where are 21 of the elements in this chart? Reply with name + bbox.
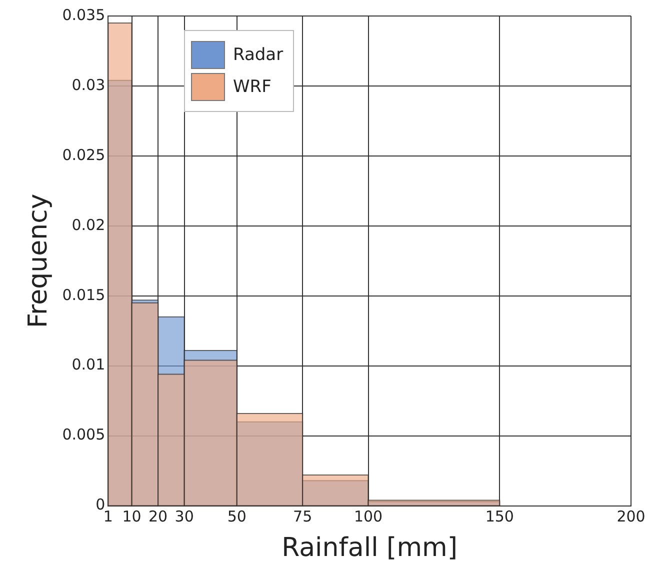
- y-tick-label: 0: [96, 496, 106, 514]
- x-axis-title: Rainfall [mm]: [282, 533, 458, 564]
- x-tick-label: 10: [122, 508, 142, 526]
- x-tick-label: 100: [354, 508, 383, 526]
- y-tick-label: 0.005: [62, 426, 106, 444]
- x-tick-label: 1: [103, 508, 113, 526]
- x-tick-label: 200: [616, 508, 646, 526]
- x-tick-label: 30: [174, 508, 194, 526]
- y-tick-label: 0.02: [72, 216, 106, 234]
- y-tick-label: 0.025: [62, 146, 106, 164]
- x-tick-label: 20: [148, 508, 168, 526]
- legend-label: WRF: [233, 77, 272, 97]
- x-tick-label: 150: [485, 508, 514, 526]
- x-tick-label: 50: [227, 508, 246, 526]
- y-axis-title: Frequency: [23, 194, 54, 328]
- y-tick-label: 0.035: [62, 6, 106, 24]
- legend-label: Radar: [233, 45, 284, 65]
- y-tick-label: 0.01: [72, 356, 106, 374]
- y-tick-label: 0.015: [62, 286, 106, 304]
- x-tick-label: 75: [293, 508, 312, 526]
- y-tick-label: 0.03: [72, 76, 106, 94]
